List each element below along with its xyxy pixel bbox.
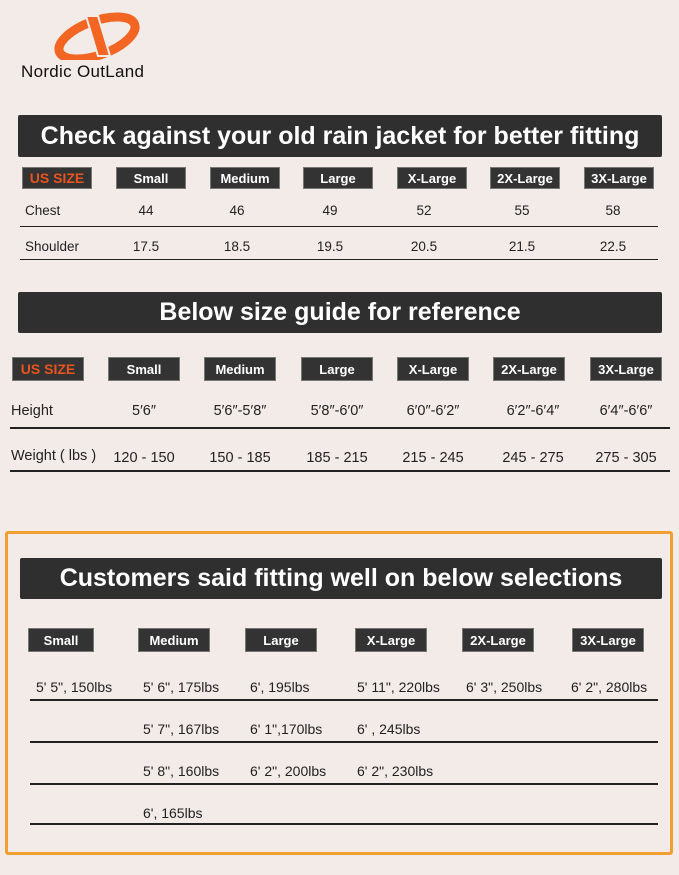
- size-header: Small: [28, 628, 94, 652]
- table-cell: 18.5: [223, 239, 251, 254]
- row-divider: [10, 470, 670, 472]
- table-cell: 6′4″-6′6″: [599, 403, 653, 419]
- fit-entry: 5' 7", 167lbs: [143, 721, 220, 737]
- size-header: Large: [245, 628, 317, 652]
- table-cell: 5′8″-6′0″: [310, 403, 364, 419]
- table-cell: 52: [416, 203, 432, 218]
- size-header: Medium: [138, 628, 210, 652]
- size-header: 3X-Large: [590, 357, 662, 381]
- size-header: 3X-Large: [584, 167, 654, 189]
- table-cell: 17.5: [132, 239, 160, 254]
- us-size-header: US SIZE: [12, 357, 84, 381]
- table-cell: 275 - 305: [595, 450, 657, 466]
- table-cell: 19.5: [316, 239, 344, 254]
- size-header: 2X-Large: [493, 357, 565, 381]
- row-divider: [30, 699, 658, 701]
- table-cell: 6′0″-6′2″: [406, 403, 460, 419]
- size-header: 2X-Large: [490, 167, 560, 189]
- table-cell: 20.5: [410, 239, 438, 254]
- size-header: 2X-Large: [462, 628, 534, 652]
- table-cell: 150 - 185: [209, 450, 271, 466]
- fit-entry: 5' 5", 150lbs: [36, 679, 113, 695]
- fit-entry: 5' 11", 220lbs: [357, 679, 440, 695]
- table-cell: 245 - 275: [502, 450, 564, 466]
- table-cell: 49: [322, 203, 338, 218]
- size-header: Medium: [204, 357, 276, 381]
- size-header: X-Large: [355, 628, 427, 652]
- row-label: Chest: [25, 203, 61, 218]
- table-cell: 120 - 150: [113, 450, 175, 466]
- us-size-header: US SIZE: [22, 167, 92, 189]
- row-divider: [10, 427, 670, 429]
- table-cell: 44: [138, 203, 154, 218]
- fit-entry: 5' 6", 175lbs: [143, 679, 220, 695]
- size-header: Small: [116, 167, 186, 189]
- size-header: Large: [301, 357, 373, 381]
- table-cell: 6′2″-6′4″: [506, 403, 560, 419]
- row-divider: [20, 259, 658, 260]
- size-header: Large: [303, 167, 373, 189]
- fit-entry: 5' 8", 160lbs: [143, 763, 220, 779]
- section1-title: Check against your old rain jacket for b…: [18, 115, 662, 157]
- row-label: Weight ( lbs ): [11, 448, 97, 464]
- size-header: Medium: [210, 167, 280, 189]
- fit-entry: 6' 2", 200lbs: [250, 763, 327, 779]
- table-cell: 55: [514, 203, 530, 218]
- section2-title: Below size guide for reference: [18, 292, 662, 333]
- row-label: Height: [11, 403, 53, 419]
- size-header: X-Large: [397, 357, 469, 381]
- brand-name: Nordic OutLand: [21, 62, 145, 81]
- row-divider: [30, 741, 658, 743]
- table-cell: 185 - 215: [306, 450, 368, 466]
- row-label: Shoulder: [25, 239, 80, 254]
- size-header: 3X-Large: [572, 628, 644, 652]
- fit-entry: 6', 195lbs: [250, 679, 310, 695]
- customer-fit-highlight-frame: [5, 531, 673, 855]
- row-divider: [30, 823, 658, 825]
- fit-entry: 6' 3", 250lbs: [466, 679, 543, 695]
- logo-mark-icon: [54, 12, 140, 60]
- table-cell: 5′6″-5′8″: [213, 403, 267, 419]
- fit-entry: 6' 1",170lbs: [250, 721, 323, 737]
- table-cell: 46: [229, 203, 245, 218]
- size-header: X-Large: [397, 167, 467, 189]
- row-divider: [20, 226, 658, 227]
- size-header: Small: [108, 357, 180, 381]
- table-cell: 215 - 245: [402, 450, 464, 466]
- section3-title: Customers said fitting well on below sel…: [20, 558, 662, 599]
- table-cell: 21.5: [508, 239, 536, 254]
- table-cell: 5′6″: [132, 403, 156, 419]
- fit-entry: 6' 2", 280lbs: [571, 679, 648, 695]
- fit-entry: 6', 165lbs: [143, 805, 203, 821]
- row-divider: [30, 783, 658, 785]
- fit-entry: 6' 2", 230lbs: [357, 763, 434, 779]
- table-cell: 58: [605, 203, 621, 218]
- table-cell: 22.5: [599, 239, 627, 254]
- fit-entry: 6' , 245lbs: [357, 721, 421, 737]
